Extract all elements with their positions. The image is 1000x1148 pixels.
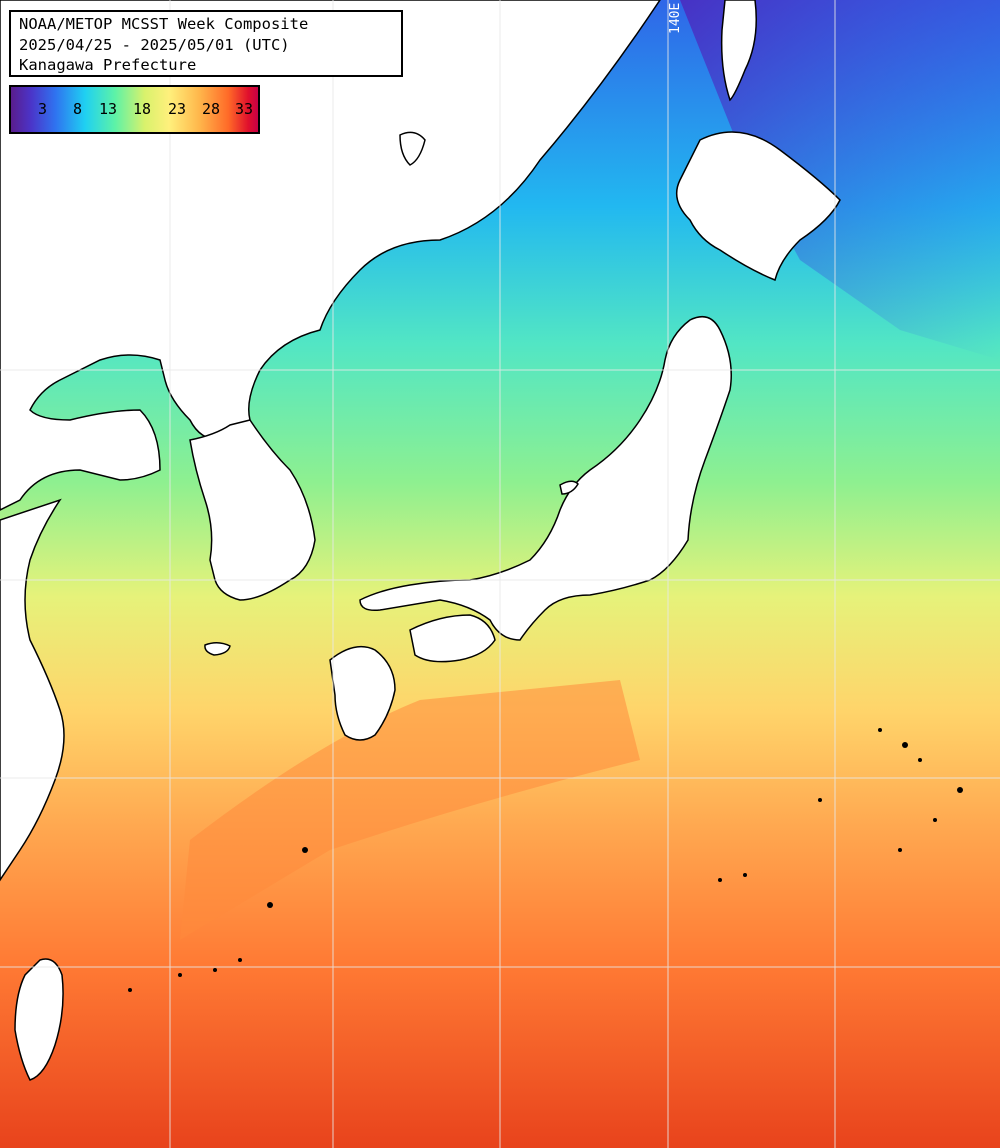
title-line-3: Kanagawa Prefecture bbox=[19, 56, 197, 74]
kyushu bbox=[329, 645, 396, 741]
shikoku bbox=[409, 614, 496, 663]
china-coast bbox=[0, 498, 65, 882]
hokkaido bbox=[675, 131, 841, 282]
scale-tick-33: 33 bbox=[235, 100, 254, 118]
warm-kuroshio bbox=[180, 680, 640, 940]
lon-label: 140E bbox=[668, 2, 683, 34]
scale-tick-23: 23 bbox=[168, 100, 187, 118]
sakhalin bbox=[720, 0, 757, 102]
islands-scatter bbox=[128, 728, 963, 992]
korean-peninsula bbox=[189, 419, 316, 601]
small-north-island bbox=[399, 131, 426, 166]
title-line-1: NOAA/METOP MCSST Week Composite bbox=[19, 15, 309, 33]
honshu bbox=[359, 315, 732, 641]
scale-tick-8: 8 bbox=[73, 100, 83, 118]
sado-island bbox=[559, 480, 579, 495]
lat-label: 40N bbox=[10, 354, 34, 369]
title-box: NOAA/METOP MCSST Week Composite 2025/04/… bbox=[9, 10, 403, 77]
scale-tick-13: 13 bbox=[99, 100, 118, 118]
jeju-island bbox=[204, 642, 231, 656]
scale-tick-18: 18 bbox=[133, 100, 152, 118]
taiwan bbox=[14, 958, 64, 1081]
scale-tick-3: 3 bbox=[38, 100, 48, 118]
title-line-2: 2025/04/25 - 2025/05/01 (UTC) bbox=[19, 35, 290, 54]
cold-ne-sea bbox=[680, 0, 1000, 360]
color-scale: 3 8 13 18 23 28 33 bbox=[9, 85, 260, 134]
scale-tick-28: 28 bbox=[202, 100, 221, 118]
